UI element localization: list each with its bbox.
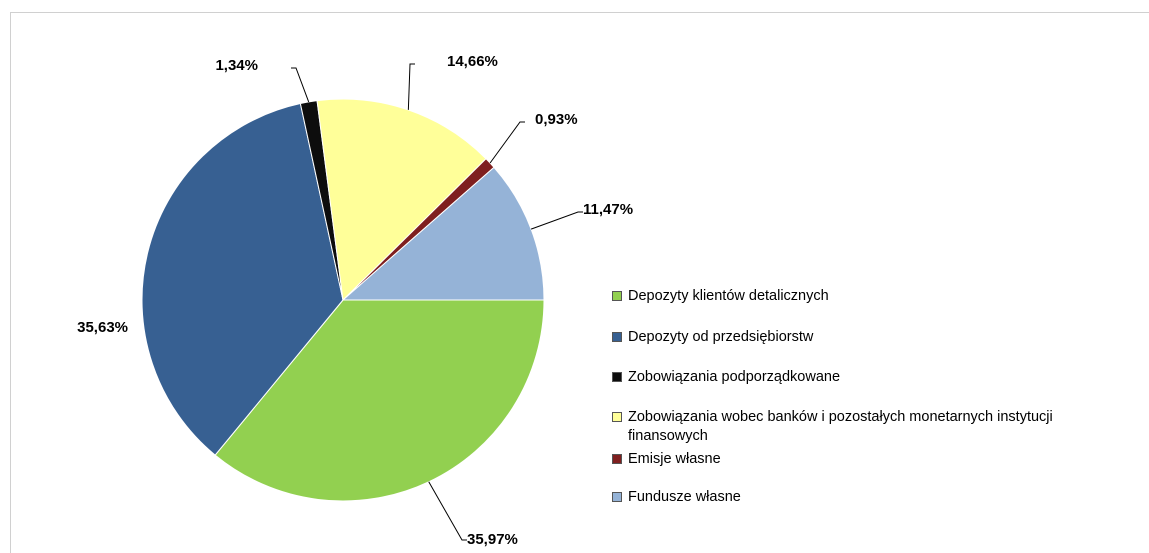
chart-border bbox=[10, 12, 1149, 553]
legend: Depozyty klientów detalicznych Depozyty o… bbox=[612, 287, 1112, 507]
data-label: 35,63% bbox=[77, 319, 128, 336]
leader-line bbox=[428, 481, 467, 541]
legend-label: Zobowiązania podporządkowane bbox=[628, 369, 841, 385]
legend-swatch bbox=[612, 291, 622, 301]
legend-swatch bbox=[612, 454, 622, 464]
legend-label: Fundusze własne bbox=[628, 489, 741, 505]
legend-item: Emisje własne bbox=[612, 450, 1098, 469]
data-label: 1,34% bbox=[215, 57, 258, 74]
legend-label: Depozyty klientów detalicznych bbox=[628, 288, 829, 304]
legend-swatch bbox=[612, 492, 622, 502]
data-label: 0,93% bbox=[535, 111, 578, 128]
pie-slice bbox=[141, 102, 344, 456]
legend-item: Depozyty od przedsiębiorstw bbox=[612, 328, 1098, 347]
legend-label: Depozyty od przedsiębiorstw bbox=[628, 329, 814, 345]
data-label: 14,66% bbox=[447, 53, 498, 70]
legend-swatch bbox=[612, 332, 622, 342]
legend-item: Fundusze własne bbox=[612, 488, 1098, 507]
leader-line bbox=[291, 67, 310, 103]
data-label: 35,97% bbox=[467, 531, 518, 548]
legend-swatch bbox=[612, 412, 622, 422]
leader-line bbox=[489, 121, 525, 164]
legend-item: Zobowiązania podporządkowane bbox=[612, 368, 1098, 387]
legend-item: Zobowiązania wobec banków i pozostałych … bbox=[612, 408, 1098, 446]
pie-slice bbox=[341, 166, 545, 301]
legend-swatch bbox=[612, 372, 622, 382]
pie-slice bbox=[214, 299, 545, 502]
legend-label: Emisje własne bbox=[628, 451, 721, 467]
legend-item: Depozyty klientów detalicznych bbox=[612, 287, 1098, 306]
legend-label: Zobowiązania wobec banków i pozostałych … bbox=[628, 409, 1053, 444]
leader-line bbox=[407, 63, 415, 110]
leader-line bbox=[530, 211, 583, 230]
data-label: 11,47% bbox=[583, 201, 633, 218]
